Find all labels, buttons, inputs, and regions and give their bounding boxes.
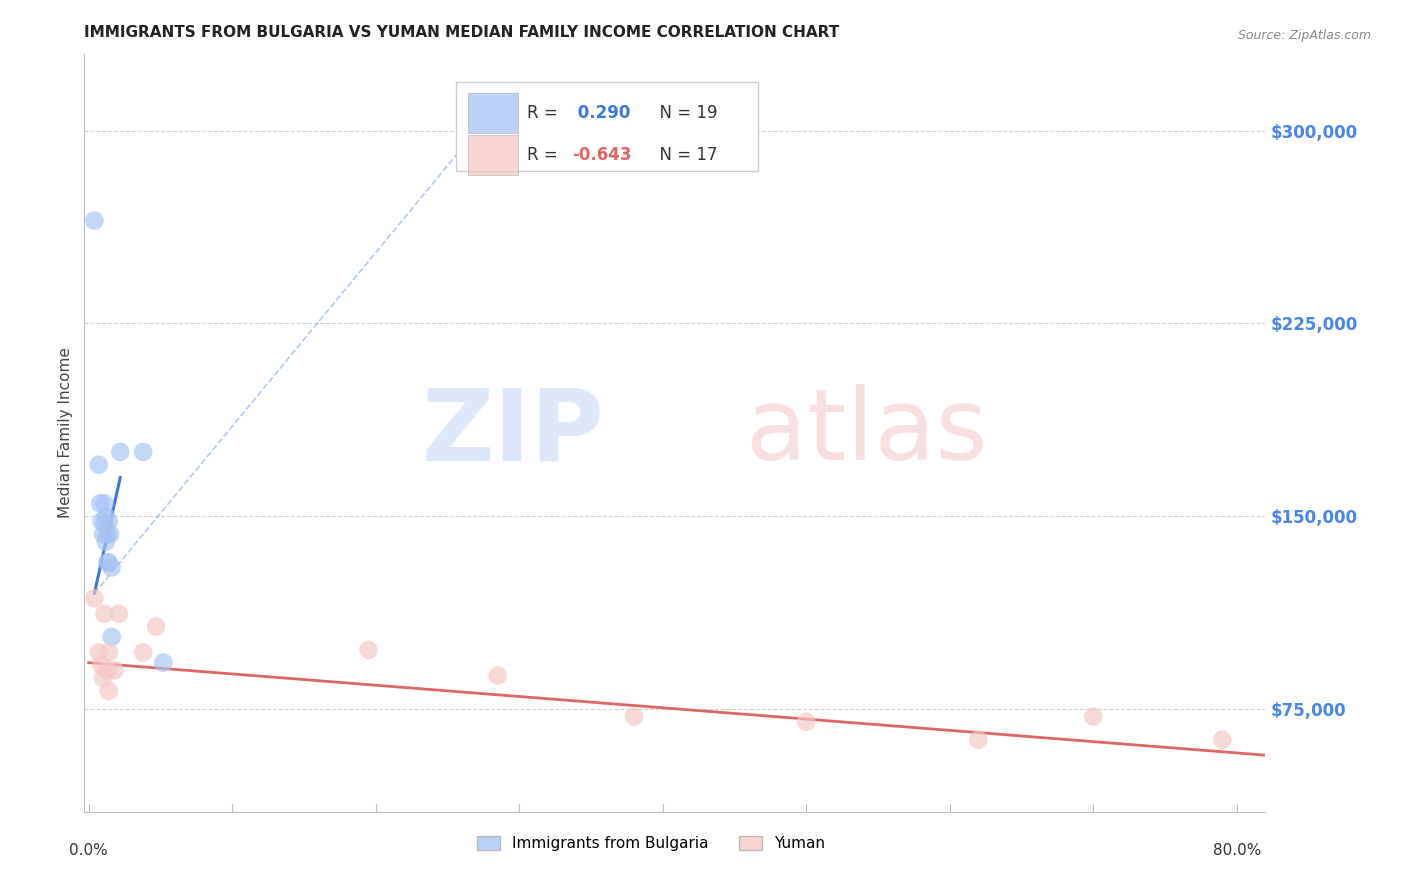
Point (1211, 732, 1233, 747)
Text: Source: ZipAtlas.com: Source: ZipAtlas.com (1237, 29, 1371, 42)
Point (145, 620, 167, 634)
Point (132, 445, 155, 459)
FancyBboxPatch shape (468, 136, 517, 175)
Point (97, 645, 120, 659)
Point (486, 668, 509, 682)
Point (97, 684, 120, 698)
Point (1083, 709, 1105, 723)
Point (90, 514, 112, 528)
Text: 0.0%: 0.0% (69, 843, 108, 857)
Point (83, 591, 105, 606)
Text: 0.290: 0.290 (572, 103, 630, 122)
Point (87, 458, 110, 472)
Point (357, 642, 380, 657)
Point (94, 534, 117, 549)
FancyBboxPatch shape (468, 93, 517, 133)
Point (100, 560, 122, 574)
Point (87, 645, 110, 659)
Y-axis label: Median Family Income: Median Family Income (58, 347, 73, 518)
Point (97, 556, 120, 570)
Point (90, 658, 112, 673)
FancyBboxPatch shape (457, 81, 758, 171)
Point (110, 445, 132, 459)
Point (967, 732, 990, 747)
Text: R =: R = (527, 103, 564, 122)
Text: R =: R = (527, 146, 564, 164)
Point (89, 496, 111, 510)
Legend: Immigrants from Bulgaria, Yuman: Immigrants from Bulgaria, Yuman (471, 830, 831, 857)
Point (132, 645, 155, 659)
Point (107, 607, 129, 621)
Point (94, 509, 117, 524)
Point (91, 671, 114, 685)
Point (93, 496, 115, 510)
Text: ZIP: ZIP (422, 384, 605, 481)
Point (91, 527, 114, 541)
Text: atlas: atlas (745, 384, 987, 481)
Point (152, 656, 174, 670)
Text: IMMIGRANTS FROM BULGARIA VS YUMAN MEDIAN FAMILY INCOME CORRELATION CHART: IMMIGRANTS FROM BULGARIA VS YUMAN MEDIAN… (84, 25, 839, 40)
Text: -0.643: -0.643 (572, 146, 631, 164)
Text: N = 19: N = 19 (650, 103, 717, 122)
Point (100, 630, 122, 644)
Text: N = 17: N = 17 (650, 146, 717, 164)
Text: 80.0%: 80.0% (1212, 843, 1261, 857)
Point (96, 664, 118, 678)
Point (623, 709, 645, 723)
Point (97, 514, 120, 528)
Point (794, 714, 817, 729)
Point (103, 664, 125, 678)
Point (96, 527, 118, 541)
Point (83, 213, 105, 227)
Point (93, 607, 115, 621)
Point (96, 556, 118, 570)
Point (98, 527, 121, 541)
Point (93, 516, 115, 531)
